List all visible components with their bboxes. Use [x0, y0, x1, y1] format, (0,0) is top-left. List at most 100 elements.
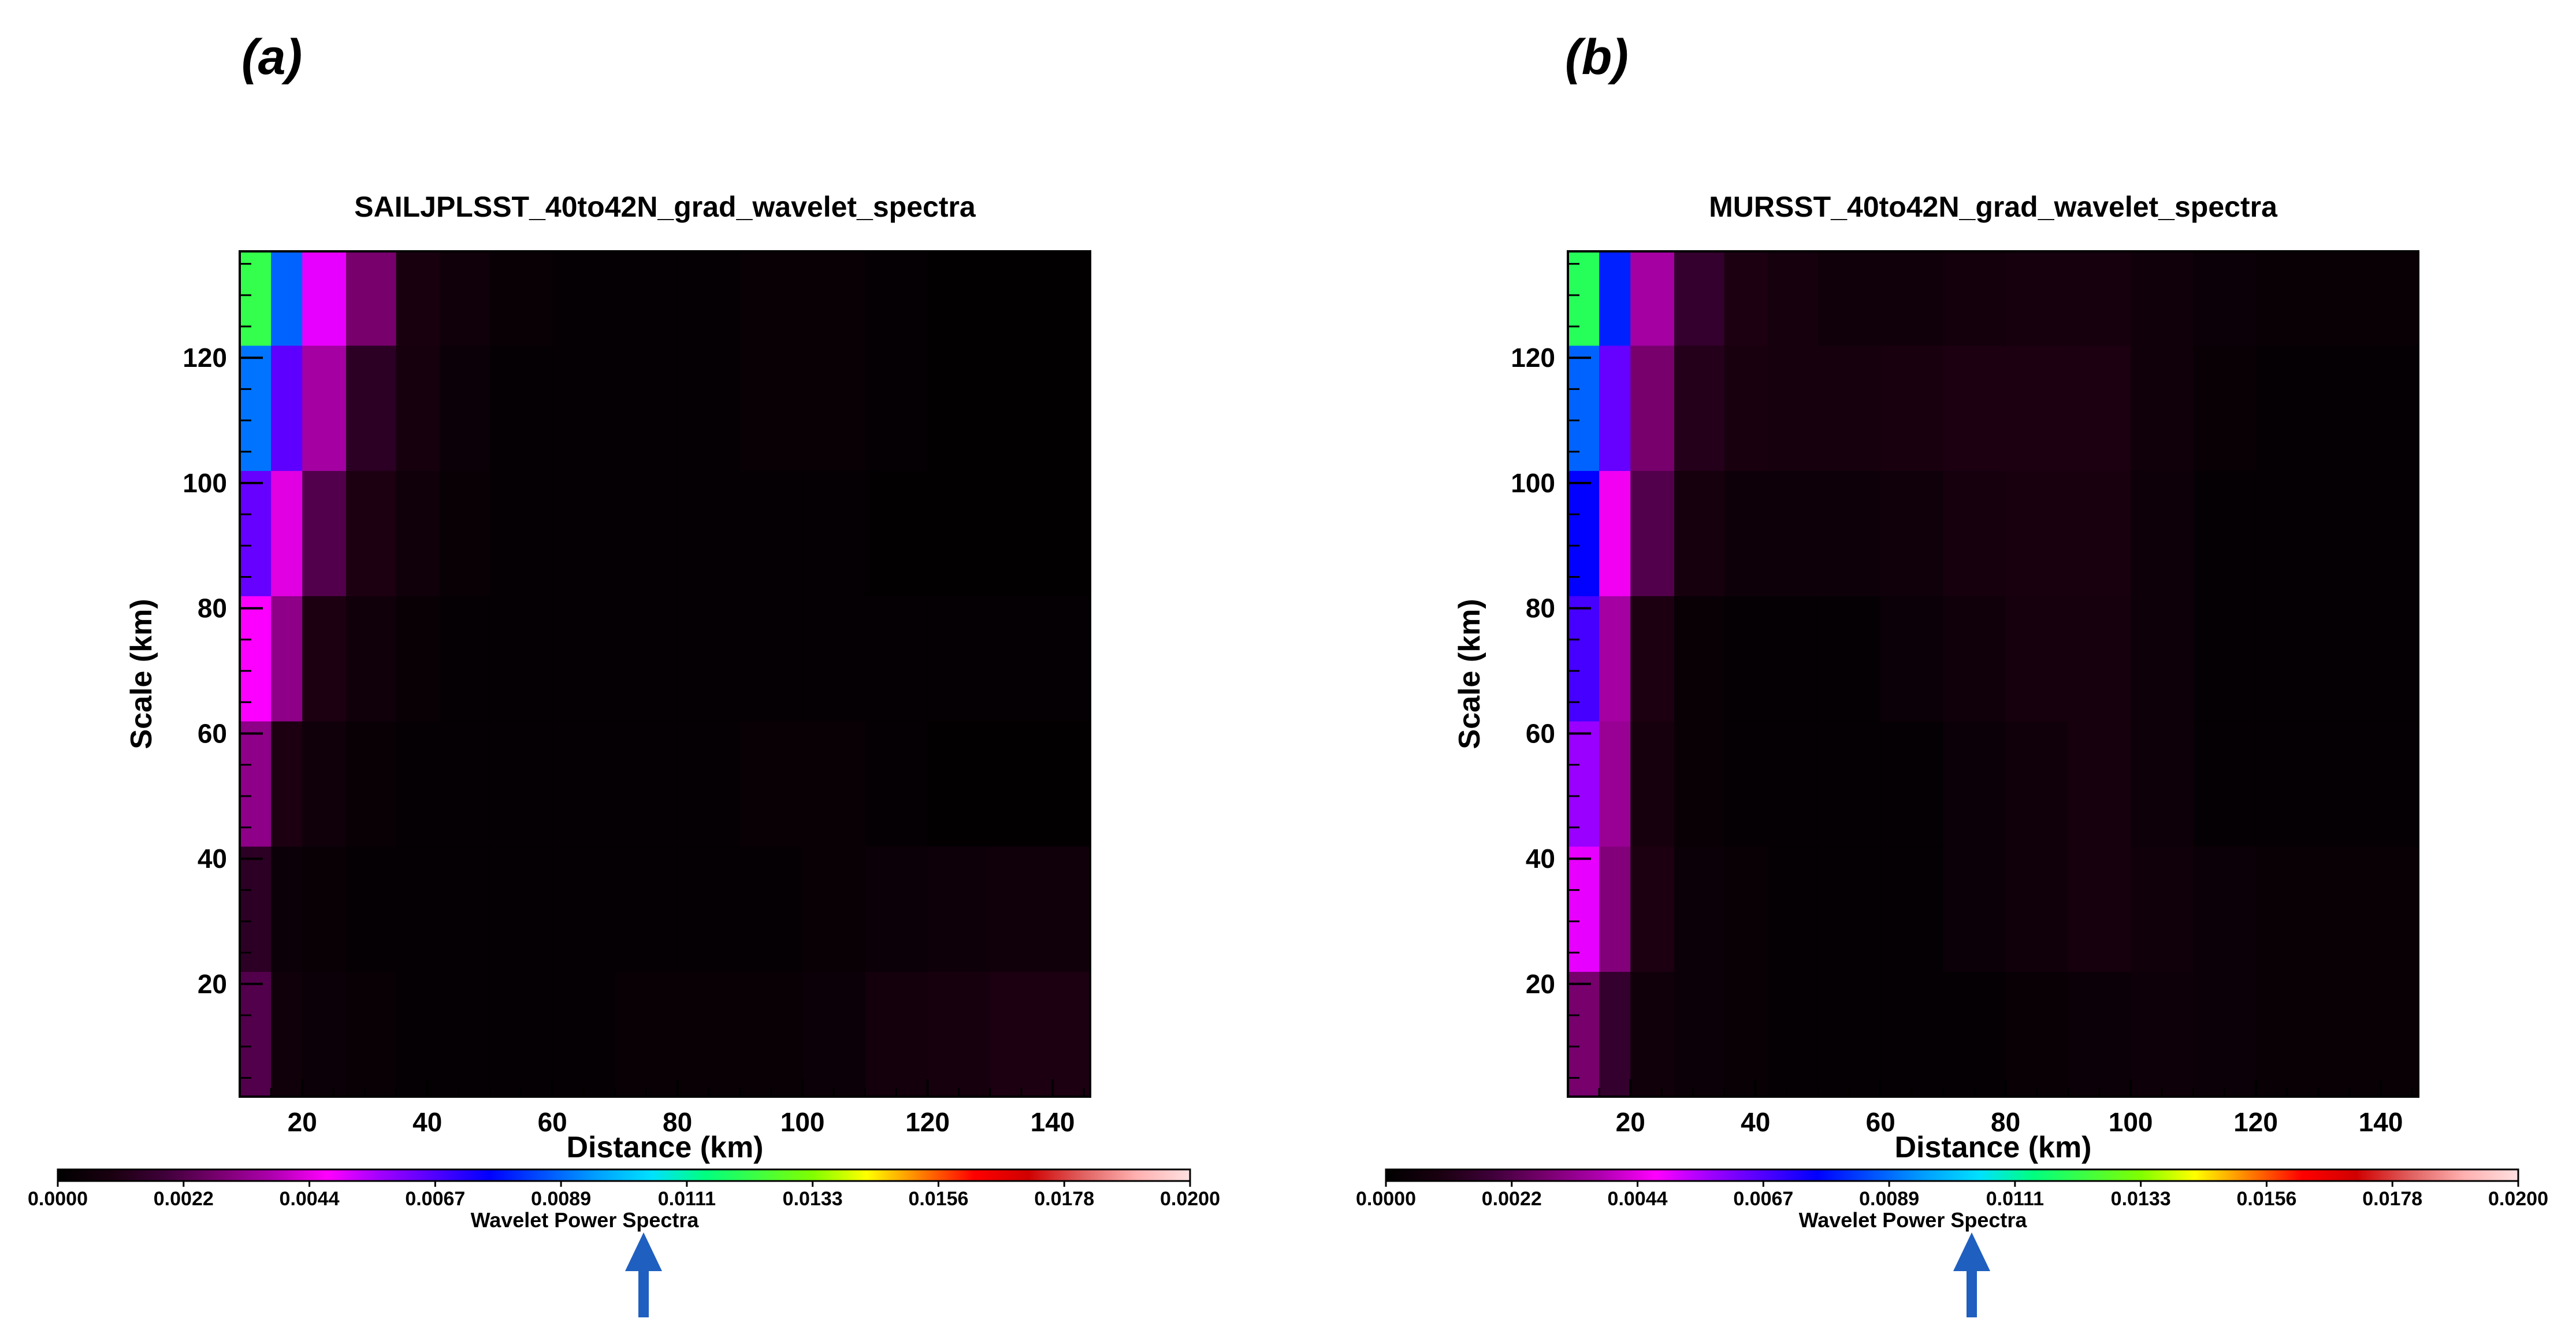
- y-tick-label: 20: [1526, 969, 1555, 999]
- heatmap-cell: [927, 345, 991, 471]
- heatmap-cell: [2255, 596, 2319, 722]
- heatmap-cell: [2068, 470, 2131, 596]
- panel-label: (a): [241, 29, 303, 85]
- heatmap-cell: [552, 846, 616, 972]
- heatmap-cell: [865, 721, 928, 847]
- heatmap-cell: [1599, 470, 1631, 596]
- x-axis-label: Distance (km): [1895, 1131, 2092, 1164]
- y-tick-label: 80: [198, 593, 227, 623]
- heatmap-cell: [440, 470, 490, 596]
- heatmap-cell: [990, 971, 1091, 1097]
- colorbar-tick-label: 0.0200: [1160, 1188, 1220, 1210]
- x-tick-label: 100: [780, 1107, 825, 1137]
- heatmap-cell: [1568, 721, 1600, 847]
- heatmap-cell: [802, 721, 866, 847]
- heatmap-cell: [1943, 596, 2006, 722]
- heatmap-cell: [2255, 251, 2319, 346]
- heatmap-cell: [2318, 596, 2419, 722]
- y-tick-label: 80: [1526, 593, 1555, 623]
- heatmap-cell: [2255, 971, 2319, 1097]
- panel-a: (a) SAILJPLSST_40to42N_grad_wavelet_spec…: [0, 0, 1288, 1334]
- heatmap-cell: [1674, 846, 1725, 972]
- heatmap-cell: [271, 470, 303, 596]
- x-tick-label: 140: [2359, 1107, 2403, 1137]
- heatmap-cell: [396, 721, 441, 847]
- heatmap-cell: [1768, 470, 1819, 596]
- heatmap-cell: [2193, 345, 2257, 471]
- heatmap-cell: [240, 345, 272, 471]
- colorbar-label: Wavelet Power Spectra: [1799, 1208, 2028, 1232]
- colorbar-tick-label: 0.0000: [28, 1188, 88, 1210]
- heatmap-cell: [302, 345, 347, 471]
- heatmap-cell: [1568, 971, 1600, 1097]
- heatmap-cell: [2318, 721, 2419, 847]
- heatmap-cell: [1880, 470, 1944, 596]
- heatmap-cell: [2068, 721, 2131, 847]
- heatmap-cell: [677, 596, 741, 722]
- heatmap-cell: [396, 470, 441, 596]
- x-tick-label: 40: [412, 1107, 442, 1137]
- heatmap-cell: [739, 345, 803, 471]
- y-axis-label: Scale (km): [125, 599, 158, 749]
- colorbar-tick-label: 0.0067: [1733, 1188, 1793, 1210]
- heatmap-cell: [1768, 971, 1819, 1097]
- heatmap-cell: [1724, 846, 1769, 972]
- heatmap-cell: [615, 470, 678, 596]
- heatmap-cell: [489, 971, 553, 1097]
- heatmap-cell: [1817, 596, 1881, 722]
- arrow-icon: [638, 1268, 649, 1317]
- y-tick-label: 60: [198, 718, 227, 748]
- heatmap-cell: [2318, 470, 2419, 596]
- heatmap-cell: [990, 596, 1091, 722]
- heatmap-cell: [396, 971, 441, 1097]
- heatmap-cell: [802, 846, 866, 972]
- heatmap-cell: [1817, 251, 1881, 346]
- heatmap-cell: [1768, 596, 1819, 722]
- heatmap-cell: [489, 345, 553, 471]
- heatmap-cell: [2193, 846, 2257, 972]
- heatmap-cell: [271, 846, 303, 972]
- heatmap-cell: [489, 251, 553, 346]
- x-tick-label: 80: [663, 1107, 692, 1137]
- heatmap-cell: [1880, 971, 1944, 1097]
- x-tick-label: 120: [905, 1107, 950, 1137]
- plot-frame: [239, 250, 1091, 1098]
- heatmap-cell: [1568, 251, 1600, 346]
- heatmap-cell: [440, 971, 490, 1097]
- heatmap-cell: [2005, 470, 2069, 596]
- heatmap-cell: [1630, 345, 1675, 471]
- heatmap-cell: [2131, 721, 2194, 847]
- heatmap-cell: [1768, 345, 1819, 471]
- heatmap-cell: [1724, 596, 1769, 722]
- wavelet-chart-a: SAILJPLSST_40to42N_grad_wavelet_spectra 2…: [28, 191, 1220, 1317]
- heatmap-cell: [927, 721, 991, 847]
- x-tick-label: 140: [1031, 1107, 1075, 1137]
- heatmap-cell: [2068, 251, 2131, 346]
- heatmap-cell: [1943, 470, 2006, 596]
- heatmap-cell: [1768, 846, 1819, 972]
- heatmap-cell: [346, 721, 397, 847]
- heatmap-cell: [489, 470, 553, 596]
- colorbar-tick-label: 0.0067: [405, 1188, 465, 1210]
- colorbar-tick-label: 0.0022: [154, 1188, 214, 1210]
- heatmap-cell: [927, 470, 991, 596]
- heatmap-cell: [346, 251, 397, 346]
- chart-title: SAILJPLSST_40to42N_grad_wavelet_spectra: [354, 191, 976, 223]
- heatmap-cell: [302, 470, 347, 596]
- heatmap-cell: [739, 251, 803, 346]
- heatmap-cell: [2068, 345, 2131, 471]
- heatmap-cell: [1880, 846, 1944, 972]
- heatmap-cell: [1674, 971, 1725, 1097]
- heatmap-cell: [1630, 971, 1675, 1097]
- heatmap-cell: [440, 721, 490, 847]
- arrow-icon: [1967, 1268, 1977, 1317]
- colorbar-tick-label: 0.0178: [2362, 1188, 2422, 1210]
- y-axis-label: Scale (km): [1453, 599, 1486, 749]
- heatmap-cell: [1724, 721, 1769, 847]
- heatmap-cell: [302, 596, 347, 722]
- heatmap-cell: [1724, 470, 1769, 596]
- heatmap-cell: [2255, 721, 2319, 847]
- heatmap-cell: [2193, 470, 2257, 596]
- heatmap-cell: [1880, 721, 1944, 847]
- heatmap-cell: [1674, 251, 1725, 346]
